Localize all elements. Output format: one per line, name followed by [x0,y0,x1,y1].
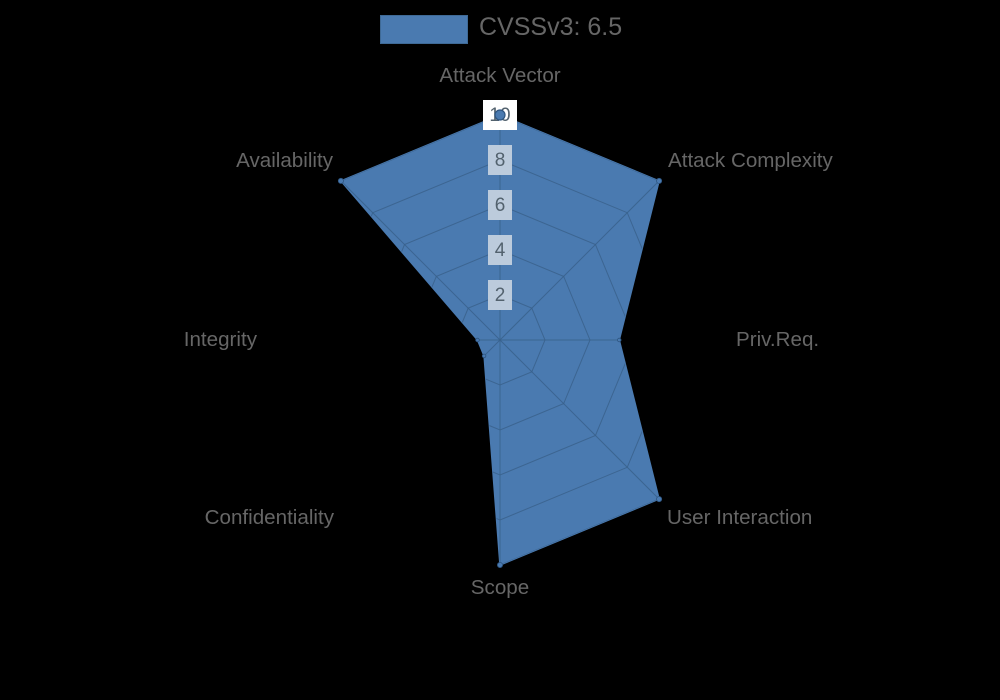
svg-text:4: 4 [495,240,506,261]
svg-text:6: 6 [495,195,506,216]
svg-text:Attack Vector: Attack Vector [439,64,560,87]
svg-text:Priv.Req.: Priv.Req. [736,328,819,351]
svg-text:User Interaction: User Interaction [667,506,812,529]
svg-text:2: 2 [495,285,506,306]
svg-text:Integrity: Integrity [184,328,258,351]
svg-text:Attack Complexity: Attack Complexity [668,149,834,172]
svg-text:Scope: Scope [471,576,529,599]
svg-text:8: 8 [495,150,506,171]
svg-text:Availability: Availability [236,149,334,172]
svg-text:Confidentiality: Confidentiality [205,506,335,529]
